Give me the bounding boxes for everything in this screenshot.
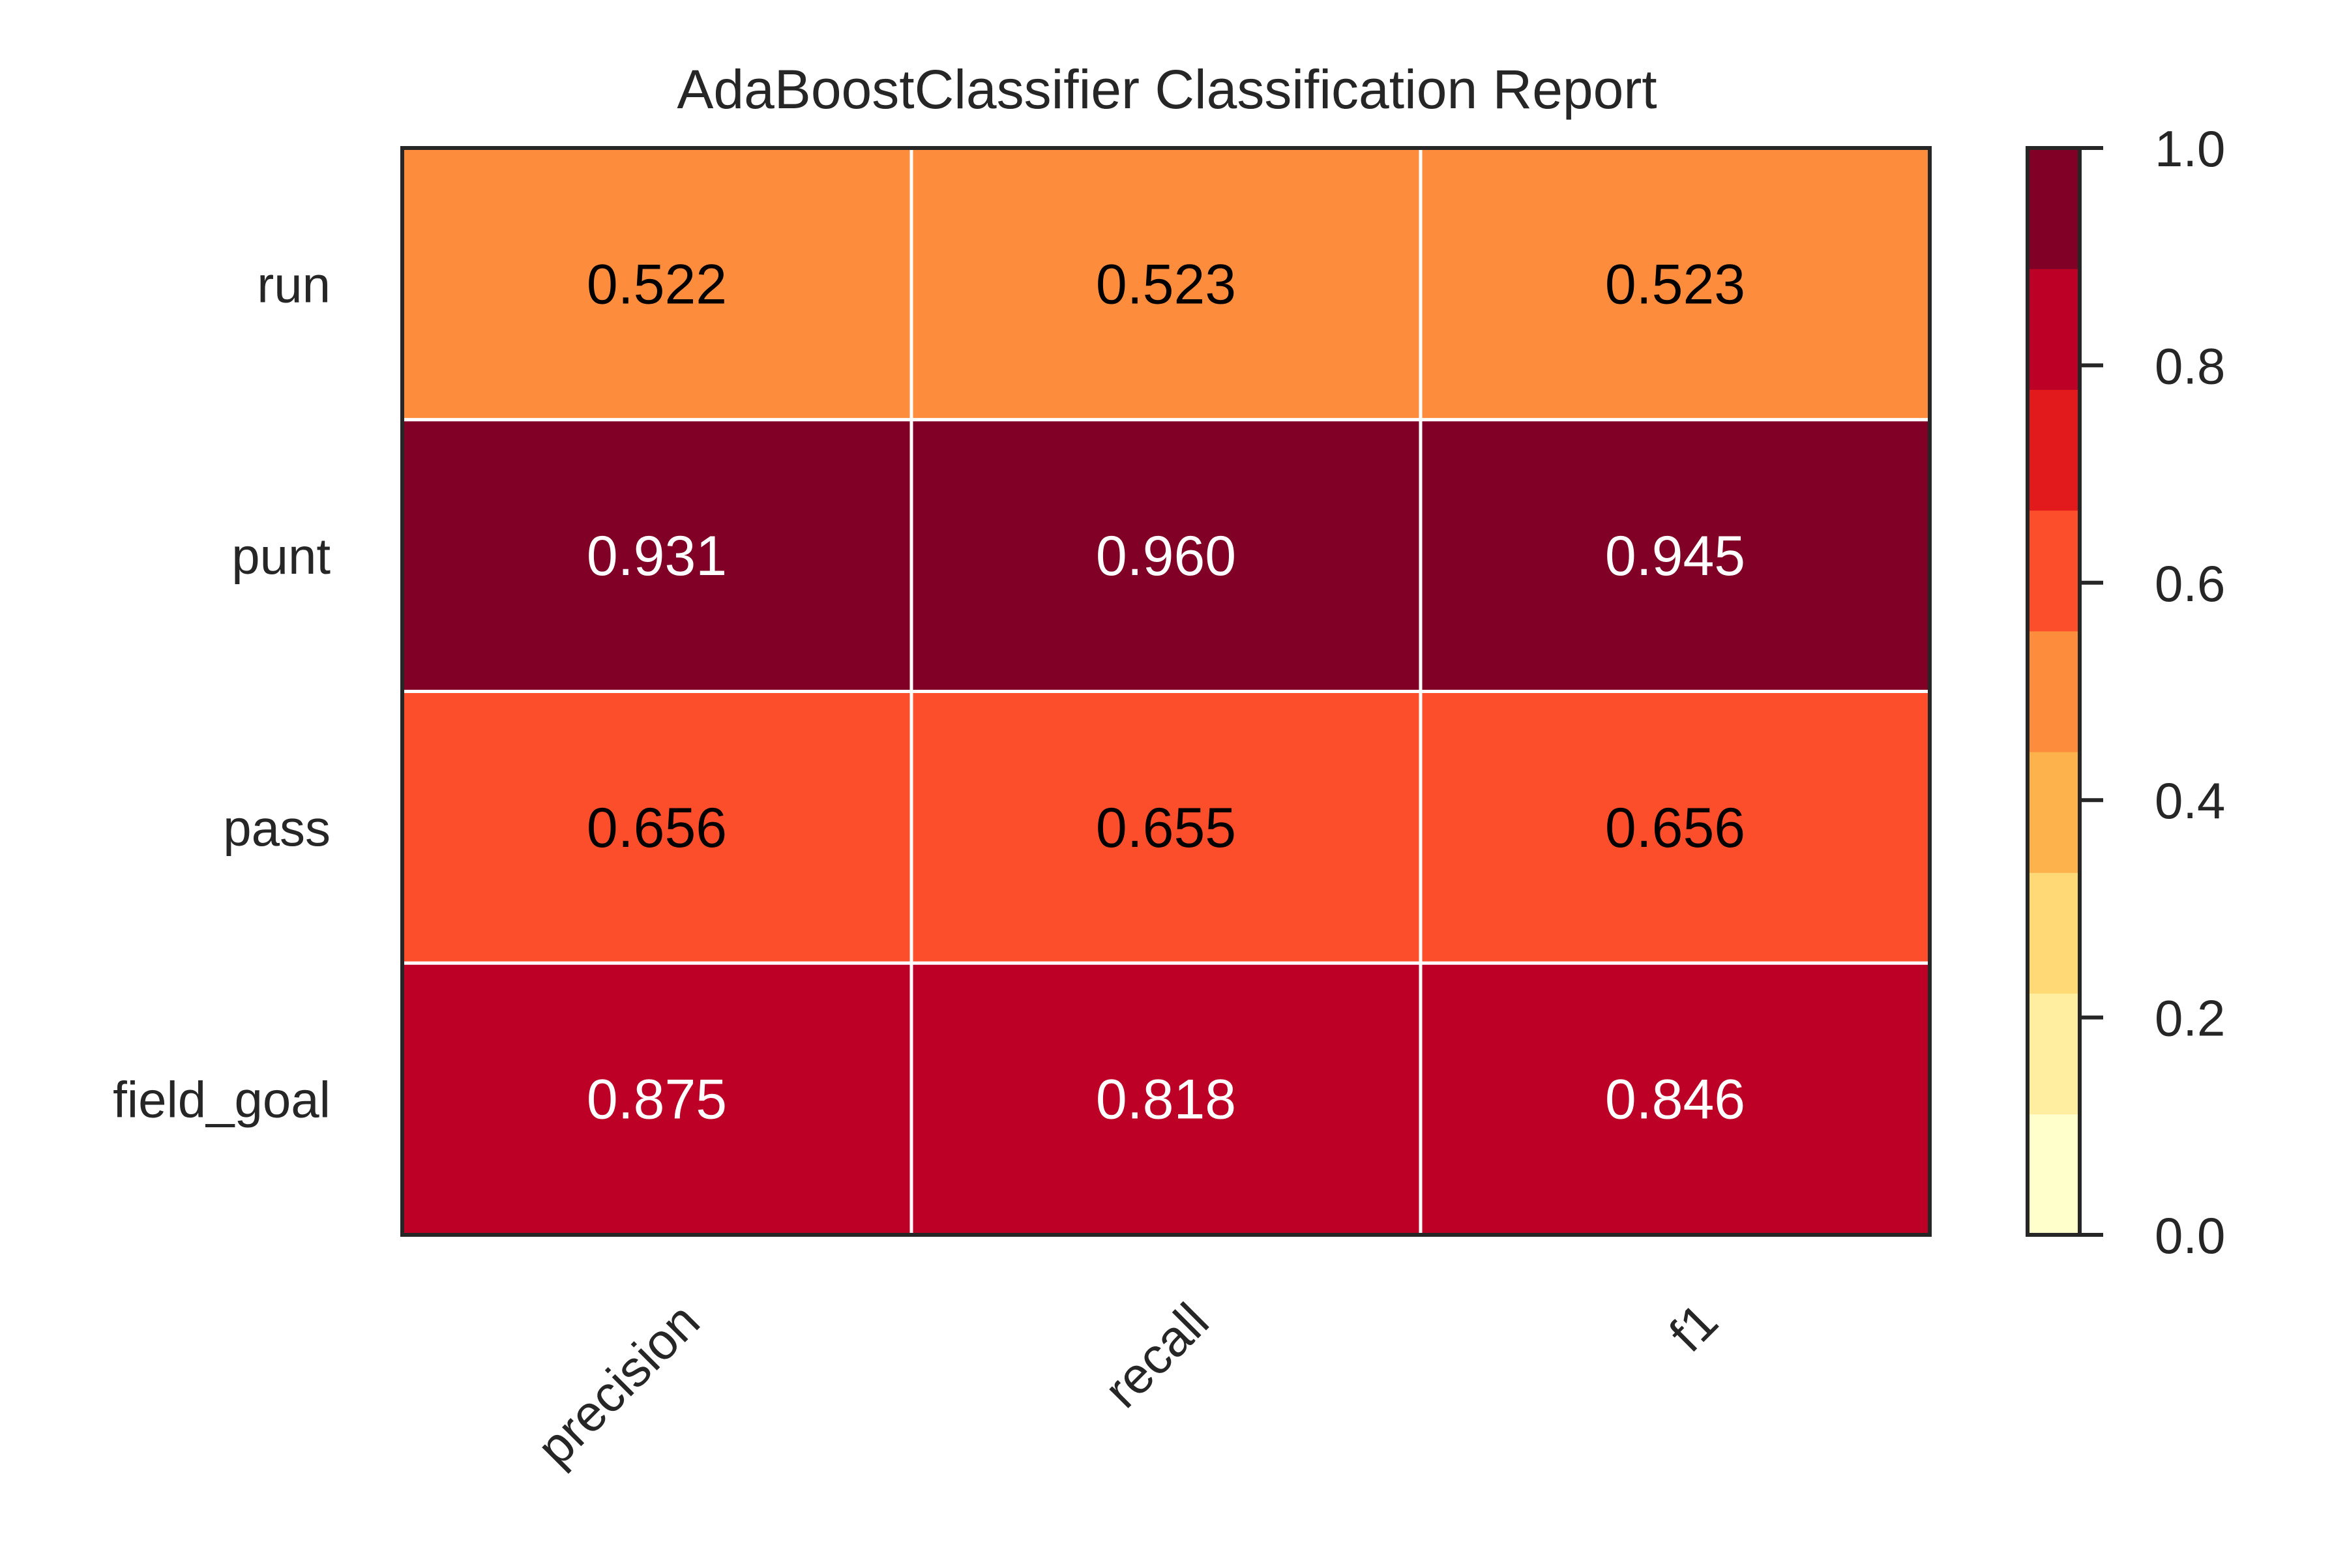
cell-value-field_goal-precision: 0.875 bbox=[587, 1069, 727, 1131]
x-tick-label-f1: f1 bbox=[1658, 1292, 1728, 1363]
cell-value-run-f1: 0.523 bbox=[1605, 253, 1745, 316]
y-tick-label-pass: pass bbox=[223, 799, 331, 857]
colorbar-segment bbox=[2028, 872, 2080, 994]
colorbar-frame bbox=[2026, 146, 2082, 1237]
cell-value-field_goal-f1: 0.846 bbox=[1605, 1069, 1745, 1131]
colorbar-segment bbox=[2028, 148, 2080, 269]
y-tick-label-punt: punt bbox=[231, 527, 331, 585]
heatmap-cell-field_goal-precision bbox=[400, 961, 913, 1237]
cell-value-punt-precision: 0.931 bbox=[587, 525, 727, 587]
heatmap-cell-field_goal-f1 bbox=[1419, 961, 1932, 1237]
colorbar-tick-label: 0.4 bbox=[2155, 772, 2225, 829]
cell-value-run-precision: 0.522 bbox=[587, 253, 727, 316]
colorbar: 0.0 0.2 0.4 0.6 0.8 1.0 bbox=[2026, 120, 2225, 1264]
colorbar-tick-label: 0.8 bbox=[2155, 337, 2225, 394]
colorbar-tick-label: 0.0 bbox=[2155, 1207, 2225, 1264]
colorbar-segment bbox=[2028, 269, 2080, 390]
colorbar-segment bbox=[2028, 510, 2080, 632]
colorbar-segment bbox=[2028, 389, 2080, 511]
chart-title: AdaBoostClassifier Classification Report bbox=[677, 59, 1657, 120]
colorbar-segment bbox=[2028, 630, 2080, 752]
heatmap-cell-run-recall bbox=[909, 146, 1423, 422]
colorbar-segment bbox=[2028, 1114, 2080, 1235]
cell-value-labels: 0.522 0.523 0.523 0.931 0.960 0.945 0.656 0.655… bbox=[587, 253, 1745, 1131]
colorbar-segment bbox=[2028, 752, 2080, 873]
y-tick-label-run: run bbox=[257, 256, 331, 313]
cell-value-punt-recall: 0.960 bbox=[1096, 525, 1236, 587]
y-tick-labels: run punt pass field_goal bbox=[113, 256, 331, 1128]
x-tick-labels: precision recall f1 bbox=[526, 1292, 1729, 1477]
colorbar-tick-label: 1.0 bbox=[2155, 120, 2225, 177]
cell-value-pass-precision: 0.656 bbox=[587, 797, 727, 859]
heatmap-cell-punt-recall bbox=[909, 418, 1423, 693]
heatmap-cell-punt-precision bbox=[400, 418, 913, 693]
cell-value-pass-recall: 0.655 bbox=[1096, 797, 1236, 859]
colorbar-tick-label: 0.6 bbox=[2155, 555, 2225, 612]
heatmap-cells bbox=[400, 146, 1932, 1237]
x-tick-label-precision: precision bbox=[526, 1292, 711, 1477]
heatmap-cell-pass-recall bbox=[909, 690, 1423, 965]
colorbar-segment bbox=[2028, 993, 2080, 1115]
x-tick-label-recall: recall bbox=[1093, 1292, 1219, 1419]
heatmap-cell-run-precision bbox=[400, 146, 913, 422]
plot-frame bbox=[400, 146, 1932, 1237]
cell-value-punt-f1: 0.945 bbox=[1605, 525, 1745, 587]
y-tick-label-field_goal: field_goal bbox=[113, 1071, 331, 1129]
cell-value-run-recall: 0.523 bbox=[1096, 253, 1236, 316]
cell-value-pass-f1: 0.656 bbox=[1605, 797, 1745, 859]
colorbar-tick-label: 0.2 bbox=[2155, 990, 2225, 1047]
cell-value-field_goal-recall: 0.818 bbox=[1096, 1069, 1236, 1131]
heatmap-cell-punt-f1 bbox=[1419, 418, 1932, 693]
